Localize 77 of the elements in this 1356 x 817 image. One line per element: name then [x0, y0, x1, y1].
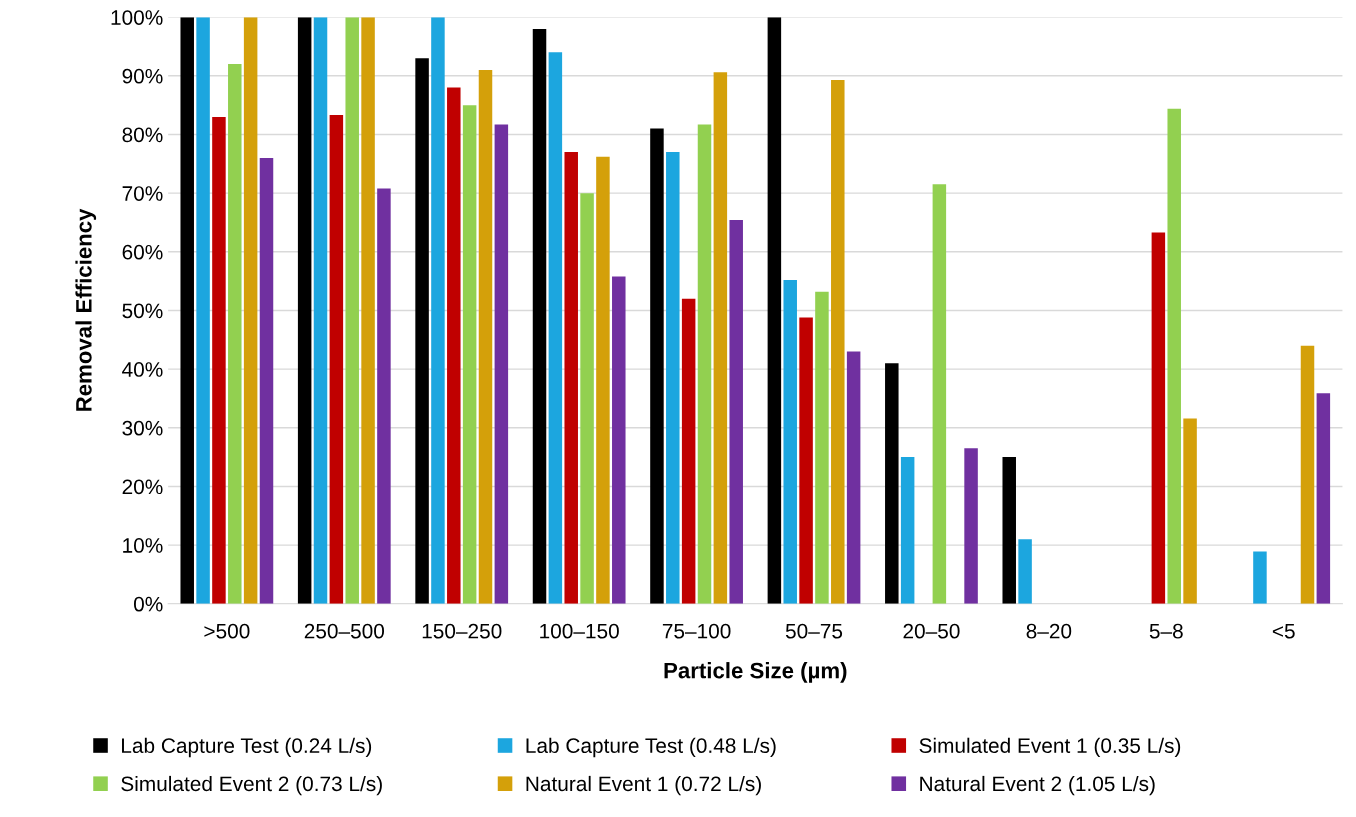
- bar: [612, 276, 626, 604]
- y-tick-label: 40%: [122, 362, 163, 377]
- legend-label: Simulated Event 2 (0.73 L/s): [121, 775, 382, 796]
- bar: [180, 17, 194, 604]
- bar: [799, 317, 813, 604]
- x-tick-label: 100–150: [540, 623, 619, 639]
- bar: [1253, 551, 1267, 604]
- y-tick-label: 60%: [122, 244, 163, 260]
- legend-label: Lab Capture Test (0.24 L/s): [122, 737, 372, 758]
- x-axis-title: Particle Size (µm): [664, 662, 847, 683]
- x-tick-label: 75–100: [662, 623, 731, 639]
- bar: [415, 58, 429, 604]
- y-tick-label: 70%: [122, 186, 163, 201]
- bar: [783, 279, 797, 604]
- bar: [329, 115, 344, 604]
- bar: [885, 363, 899, 604]
- bar: [932, 184, 947, 604]
- bar: [462, 105, 477, 604]
- y-tick-label: 10%: [123, 538, 163, 553]
- bar: [243, 17, 258, 604]
- bar: [564, 152, 578, 604]
- y-tick-label: 0%: [133, 596, 163, 612]
- bar: [345, 17, 359, 604]
- bar: [431, 17, 445, 604]
- bar: [212, 116, 226, 604]
- bar: [1316, 393, 1331, 604]
- bar: [681, 298, 696, 604]
- bar: [478, 69, 493, 604]
- bar: [697, 124, 712, 604]
- legend-label: Natural Event 2 (1.05 L/s): [920, 775, 1155, 796]
- bar: [447, 87, 461, 604]
- bar: [259, 157, 274, 604]
- x-tick-label: 8–20: [1026, 623, 1072, 639]
- bar: [548, 52, 563, 604]
- x-tick-label: 150–250: [422, 623, 502, 639]
- bar: [596, 156, 610, 604]
- x-tick-label: <5: [1272, 623, 1295, 639]
- legend-label: Natural Event 1 (0.72 L/s): [526, 775, 761, 796]
- y-tick-label: 100%: [111, 10, 163, 25]
- x-tick-label: 5–8: [1149, 623, 1183, 639]
- bar: [1300, 345, 1315, 604]
- bar: [494, 124, 509, 604]
- bar: [1002, 457, 1016, 604]
- x-tick-label: 20–50: [903, 623, 960, 639]
- x-tick-label: 50–75: [785, 623, 843, 639]
- bar: [831, 79, 845, 604]
- y-axis-title: Removal Efficiency: [75, 208, 97, 411]
- bar: [1183, 418, 1197, 604]
- bar: [666, 152, 680, 604]
- y-tick-label: 50%: [122, 303, 163, 319]
- legend-label: Simulated Event 1 (0.35 L/s): [919, 737, 1181, 758]
- bar: [650, 128, 664, 604]
- bar: [196, 17, 210, 604]
- x-tick-label: 250–500: [304, 623, 385, 639]
- bar: [1018, 539, 1032, 604]
- bar: [377, 188, 391, 604]
- bar: [713, 72, 728, 604]
- y-tick-label: 90%: [122, 68, 163, 84]
- bar: [900, 457, 915, 604]
- bar: [815, 291, 829, 604]
- bar: [846, 351, 861, 604]
- bar: [532, 28, 547, 604]
- bar: [964, 448, 978, 604]
- bar: [297, 17, 312, 604]
- x-tick-label: >500: [204, 623, 250, 639]
- bar: [767, 17, 782, 604]
- bar: [1167, 108, 1181, 604]
- y-tick-label: 30%: [122, 420, 163, 436]
- bar: [580, 193, 594, 604]
- bar: [228, 64, 242, 604]
- y-tick-label: 80%: [122, 127, 163, 143]
- legend-label: Lab Capture Test (0.48 L/s): [526, 737, 776, 758]
- y-tick-label: 20%: [122, 479, 163, 495]
- bar: [729, 220, 743, 604]
- bar: [313, 17, 328, 604]
- bar: [1151, 232, 1166, 604]
- bar: [361, 17, 375, 604]
